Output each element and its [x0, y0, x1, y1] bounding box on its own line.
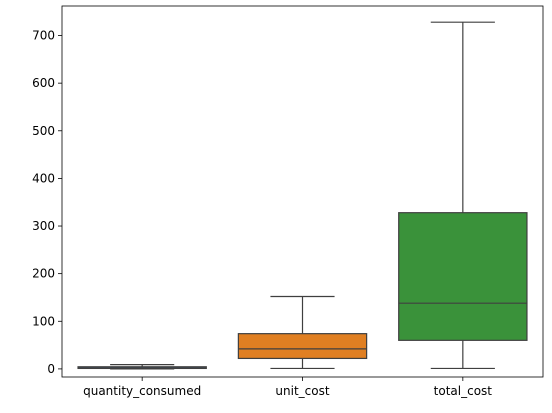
y-axis: 0 100 200 300 400 500 600 700	[32, 29, 62, 376]
y-tick-label: 0	[47, 362, 55, 376]
box-quantity_consumed	[77, 364, 207, 370]
boxes	[77, 21, 528, 370]
y-tick-label: 200	[32, 267, 55, 281]
box-total_cost	[398, 21, 528, 370]
y-tick-label: 100	[32, 314, 55, 328]
y-tick-label: 300	[32, 219, 55, 233]
y-tick-label: 700	[32, 29, 55, 43]
y-tick-label: 400	[32, 171, 55, 185]
x-tick-label: quantity_consumed	[83, 384, 201, 398]
box-iqr	[237, 333, 368, 360]
box-iqr	[398, 212, 528, 341]
y-tick-label: 500	[32, 124, 55, 138]
x-axis: quantity_consumed unit_cost total_cost	[83, 377, 492, 398]
box-unit_cost	[237, 295, 368, 370]
x-tick-label: total_cost	[434, 384, 493, 398]
y-tick-label: 600	[32, 76, 55, 90]
x-tick-label: unit_cost	[275, 384, 329, 398]
